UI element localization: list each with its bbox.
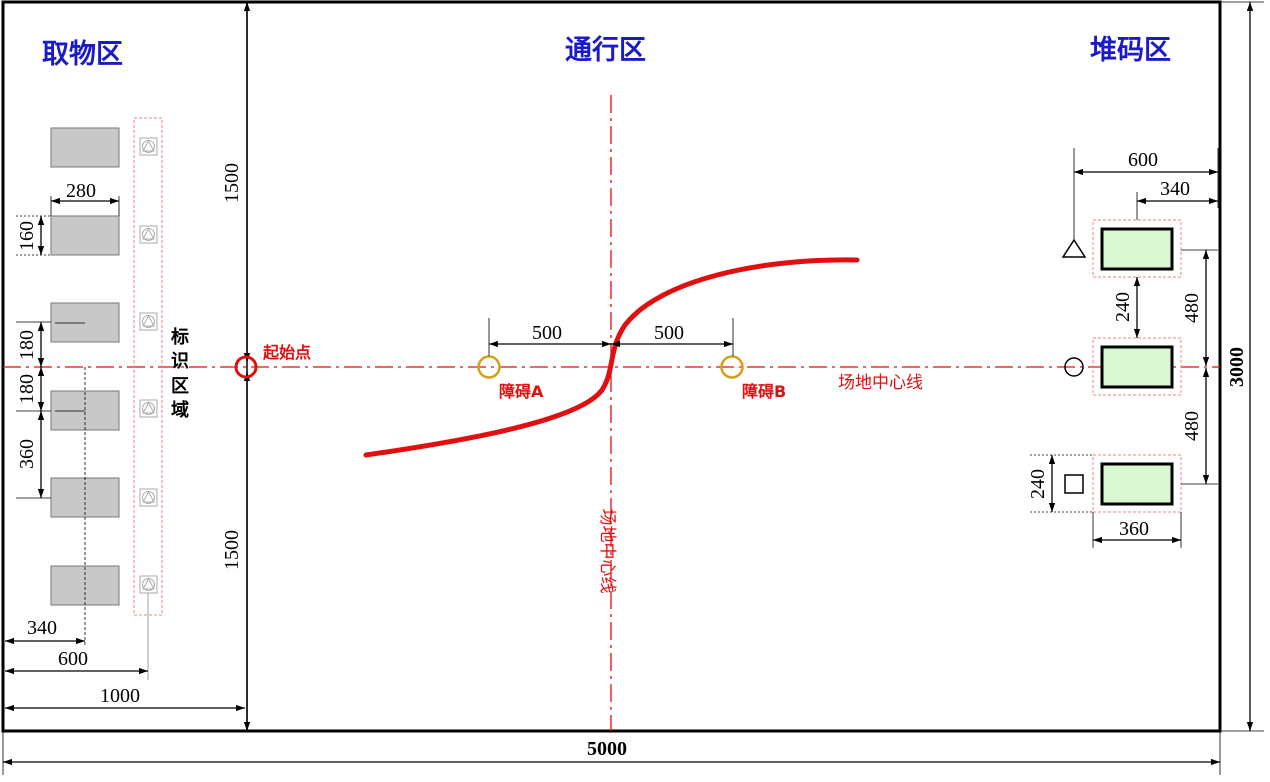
dim-total-height: 3000 [1226, 347, 1248, 387]
stack-target [1100, 345, 1174, 389]
marker-area [133, 117, 163, 680]
pickup-block [50, 302, 120, 343]
dim-center-gap-upper: 180 [16, 330, 38, 360]
triangle-marker [1061, 238, 1087, 258]
dim-block-center-offset: 340 [27, 617, 57, 639]
dim-stack-width: 360 [1119, 518, 1149, 540]
dim-stack-pitch-lower: 480 [1181, 411, 1203, 441]
marker-area-label-2: 识 [171, 351, 189, 372]
zone-title-passage: 通行区 [565, 34, 646, 66]
dim-stack-center-offset: 340 [1160, 178, 1190, 200]
obstacle-b [720, 355, 744, 379]
dim-block-height: 160 [16, 221, 38, 251]
dim-block-pitch: 360 [16, 439, 38, 469]
circle-marker [1064, 357, 1084, 377]
dim-lower-half: 1500 [221, 530, 243, 570]
stack-targets [1092, 219, 1182, 513]
center-line-h-label: 场地中心线 [838, 373, 923, 393]
pickup-block [50, 127, 120, 168]
dim-stack-marker-size: 240 [1027, 469, 1049, 499]
pickup-dimensions [5, 196, 245, 712]
dim-obstacle-b: 500 [654, 322, 684, 344]
start-point-label: 起始点 [262, 343, 311, 362]
dim-stack-marker-offset: 600 [1128, 149, 1158, 171]
dim-marker-offset: 600 [58, 648, 88, 670]
dim-center-gap-lower: 180 [16, 374, 38, 404]
dim-total-width: 5000 [587, 738, 627, 760]
travel-path [363, 257, 860, 458]
dim-stack-pitch-upper: 480 [1181, 293, 1203, 323]
zone-title-stack: 堆码区 [1090, 35, 1171, 66]
start-point-marker [234, 355, 258, 379]
marker-area-label-3: 区 [171, 376, 189, 397]
obstacle-a-label: 障碍A [499, 382, 544, 401]
dim-upper-half: 1500 [221, 163, 243, 203]
square-marker [1064, 474, 1084, 494]
marker-area-label-4: 域 [171, 399, 189, 421]
stack-target [1100, 227, 1174, 271]
marker-area-label-1: 标 [170, 326, 189, 348]
pickup-block [50, 215, 120, 256]
dim-obstacle-a: 500 [532, 322, 562, 344]
obstacle-a [477, 355, 501, 379]
zone-title-pickup: 取物区 [42, 39, 123, 70]
dim-pickup-zone-width: 1000 [100, 685, 140, 707]
obstacle-b-label: 障碍B [742, 382, 786, 401]
stack-target [1100, 462, 1174, 506]
stack-dimensions [1030, 148, 1219, 548]
pickup-blocks [50, 127, 120, 606]
dim-block-width: 280 [66, 180, 96, 202]
dim-stack-gap: 240 [1112, 292, 1134, 322]
center-line-v-label: 场地中心线 [597, 509, 617, 594]
